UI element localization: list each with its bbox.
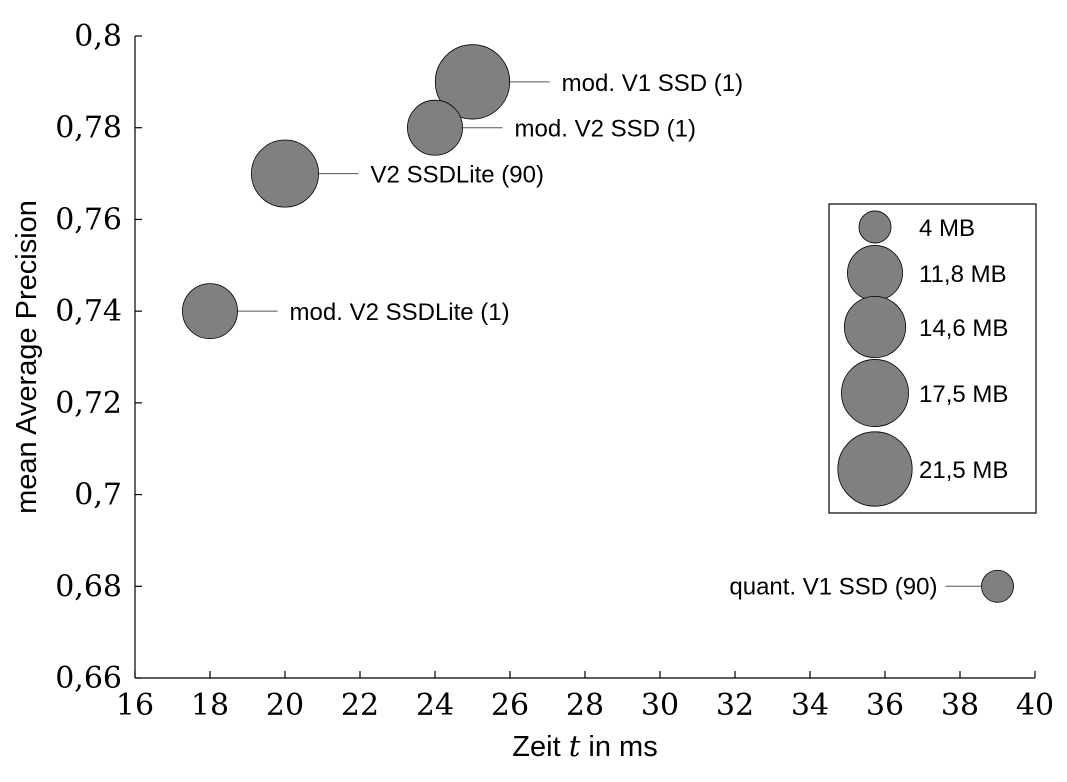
legend-label: 17,5 MB [919,381,1008,408]
data-points: mod. V1 SSD (1) mod. V2 SSD (1) V2 SSDLite… [182,44,1014,603]
bubble-marker [981,569,1014,603]
point-label: mod. V2 SSD (1) [515,116,696,143]
point-label: V2 SSDLite (90) [371,162,544,189]
x-axis-label-var: t [569,729,581,763]
legend-label: 14,6 MB [919,315,1008,342]
data-point: mod. V1 SSD (1) [434,44,743,120]
legend-entry: 21,5 MB [837,431,1008,507]
x-tick-label: 20 [266,688,304,723]
x-tick-label: 34 [791,688,829,723]
legend-entry: 17,5 MB [841,359,1008,427]
legend: 4 MB 11,8 MB 14,6 MB 17,5 MB 21,5 MB [828,203,1037,514]
x-axis-label-after: in ms [580,731,657,763]
legend-bubble [847,245,903,301]
legend-bubble [858,210,892,244]
y-tick-label: 0,7 [74,478,122,513]
x-tick-label: 26 [491,688,529,723]
legend-bubble [843,295,907,359]
x-axis-label-before: Zeit [512,731,568,763]
data-point: quant. V1 SSD (90) [729,569,1014,603]
y-tick-label: 0,78 [55,111,122,146]
point-label: quant. V1 SSD (90) [729,573,937,600]
x-tick-label: 18 [191,688,229,723]
y-tick-label: 0,68 [55,569,122,604]
x-tick-label: 28 [566,688,604,723]
point-label: mod. V2 SSDLite (1) [290,299,510,326]
point-label: mod. V1 SSD (1) [562,70,743,97]
y-ticks: 0,66 0,68 0,7 0,72 0,74 0,76 0,78 0,8 [55,19,142,696]
data-point: V2 SSDLite (90) [251,139,544,208]
legend-entry: 4 MB [858,210,975,244]
y-axis-label: mean Average Precision [11,200,43,514]
y-tick-label: 0,8 [74,19,122,54]
legend-bubble [837,431,913,507]
bubble-marker [182,283,238,340]
x-tick-label: 40 [1016,688,1054,723]
legend-label: 21,5 MB [919,457,1008,484]
y-tick-label: 0,66 [55,661,122,696]
legend-bubble [841,359,909,427]
x-tick-label: 38 [941,688,979,723]
bubble-marker [407,99,463,156]
x-axis-label: Zeit t in ms [512,729,657,763]
legend-label: 4 MB [919,215,975,242]
data-point: mod. V2 SSD (1) [407,99,696,156]
x-ticks: 16 18 20 22 24 26 28 30 32 34 36 38 40 [116,671,1054,723]
legend-entry: 11,8 MB [847,245,1007,301]
data-point: mod. V2 SSDLite (1) [182,283,510,340]
y-tick-label: 0,74 [55,294,122,329]
bubble-marker [251,139,319,208]
x-tick-label: 32 [716,688,754,723]
y-tick-label: 0,72 [55,386,122,421]
x-tick-label: 36 [866,688,904,723]
x-tick-label: 22 [341,688,379,723]
x-tick-label: 24 [416,688,454,723]
y-tick-label: 0,76 [55,202,122,237]
x-tick-label: 30 [641,688,679,723]
x-tick-label: 16 [116,688,154,723]
legend-entry: 14,6 MB [843,295,1008,359]
legend-label: 11,8 MB [919,261,1007,288]
bubble-marker [434,44,511,120]
